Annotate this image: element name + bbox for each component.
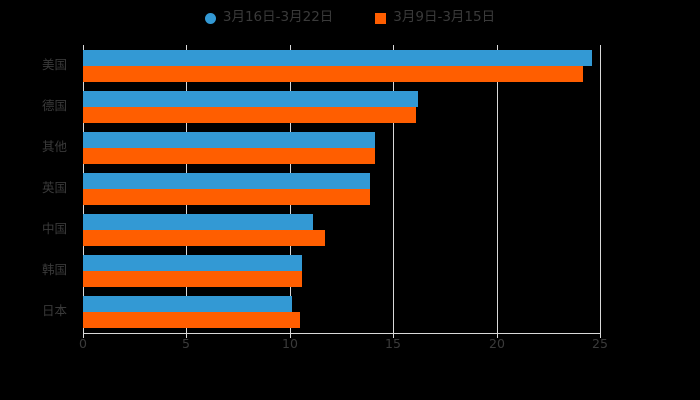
x-tick-label-10: 10 [282, 336, 298, 351]
x-tick-label-15: 15 [385, 336, 401, 351]
x-tick-label-0: 0 [79, 336, 87, 351]
bar-series-1[interactable] [83, 173, 370, 189]
bar-series-1[interactable] [83, 91, 418, 107]
bar-series-1[interactable] [83, 50, 592, 66]
x-tick-label-25: 25 [592, 336, 608, 351]
bar-series-2[interactable] [83, 312, 300, 328]
y-axis-category-labels: 美国德国其他英国中国韩国日本 [0, 45, 75, 333]
x-axis-line [83, 333, 601, 334]
bar-series-1[interactable] [83, 132, 375, 148]
legend-label-series-1: 3月16日-3月22日 [222, 9, 334, 26]
bar-series-2[interactable] [83, 148, 375, 164]
gridline [497, 45, 498, 333]
plot-area [83, 45, 601, 338]
y-axis-label-6: 日本 [41, 303, 67, 318]
legend-circle-marker-icon [204, 12, 216, 24]
x-tick-mark [83, 334, 84, 338]
x-tick-label-20: 20 [489, 336, 505, 351]
bar-series-2[interactable] [83, 230, 325, 246]
x-tick-label-5: 5 [182, 336, 190, 351]
bar-series-1[interactable] [83, 255, 302, 271]
y-axis-label-1: 德国 [41, 98, 67, 113]
legend-item-series-1[interactable]: 3月16日-3月22日 [204, 9, 334, 26]
y-axis-label-2: 其他 [41, 139, 67, 154]
legend-label-series-2: 3月9日-3月15日 [393, 9, 496, 26]
bar-series-2[interactable] [83, 271, 302, 287]
bar-series-2[interactable] [83, 189, 370, 205]
y-axis-label-4: 中国 [41, 221, 67, 236]
bar-series-1[interactable] [83, 214, 313, 230]
chart-legend: 3月16日-3月22日 3月9日-3月15日 [0, 6, 700, 30]
legend-square-marker-icon [375, 12, 387, 24]
x-tick-mark [186, 334, 187, 338]
x-tick-mark [600, 334, 601, 338]
x-axis-tick-labels: 0 5 10 15 20 25 [79, 336, 608, 358]
y-axis-label-5: 韩国 [41, 262, 67, 277]
x-tick-mark [290, 334, 291, 338]
y-axis-label-3: 英国 [41, 180, 67, 195]
x-tick-mark [393, 334, 394, 338]
legend-item-series-2[interactable]: 3月9日-3月15日 [375, 11, 495, 25]
bar-series-1[interactable] [83, 296, 292, 312]
bar-series-2[interactable] [83, 107, 416, 123]
bar-series-2[interactable] [83, 66, 583, 82]
y-axis-label-0: 美国 [41, 57, 67, 72]
gridline [600, 45, 601, 333]
x-tick-mark [497, 334, 498, 338]
gridline [393, 45, 394, 333]
